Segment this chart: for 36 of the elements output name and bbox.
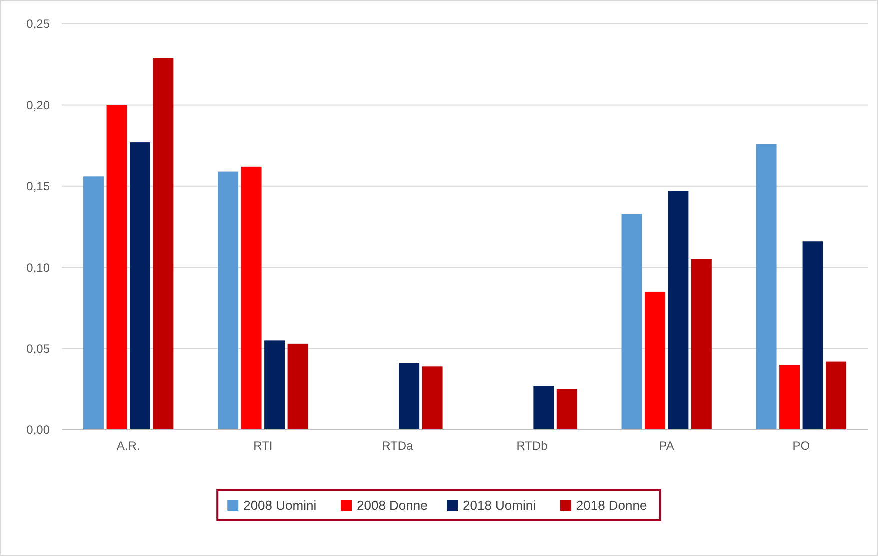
bar	[556, 389, 578, 430]
y-tick-label: 0,15	[26, 180, 50, 194]
legend-label: 2008 Uomini	[244, 498, 317, 514]
bar	[668, 191, 689, 430]
bar	[84, 176, 104, 430]
bar	[106, 105, 128, 430]
legend-label: 2018 Donne	[576, 498, 648, 514]
x-tick-label: A.R.	[116, 439, 140, 453]
x-tick-label: RTDa	[382, 439, 414, 453]
y-tick-label: 0,10	[26, 260, 50, 275]
bar	[802, 242, 824, 430]
bar	[288, 344, 308, 430]
legend-label: 2008 Donne	[357, 498, 428, 514]
bar	[644, 292, 666, 430]
bar	[756, 144, 777, 430]
x-tick-label: RTI	[254, 439, 273, 453]
bar	[622, 214, 642, 430]
bar	[399, 363, 420, 430]
x-tick-label: RTDb	[516, 439, 548, 453]
bar	[534, 386, 554, 430]
bar	[153, 58, 174, 430]
bar	[691, 259, 712, 430]
y-tick-label: 0,20	[26, 98, 50, 112]
bar	[826, 362, 846, 430]
bar	[264, 340, 286, 430]
x-tick-label: PO	[792, 439, 810, 453]
bar	[130, 142, 150, 430]
bar	[422, 366, 443, 430]
legend-label: 2018 Uomini	[463, 498, 536, 514]
x-tick-label: PA	[659, 439, 674, 453]
y-tick-label: 0,00	[26, 423, 50, 438]
bar	[241, 166, 262, 430]
bar	[218, 172, 239, 430]
y-tick-label: 0,05	[26, 342, 50, 356]
y-tick-label: 0,25	[26, 17, 50, 32]
bar	[780, 365, 800, 430]
